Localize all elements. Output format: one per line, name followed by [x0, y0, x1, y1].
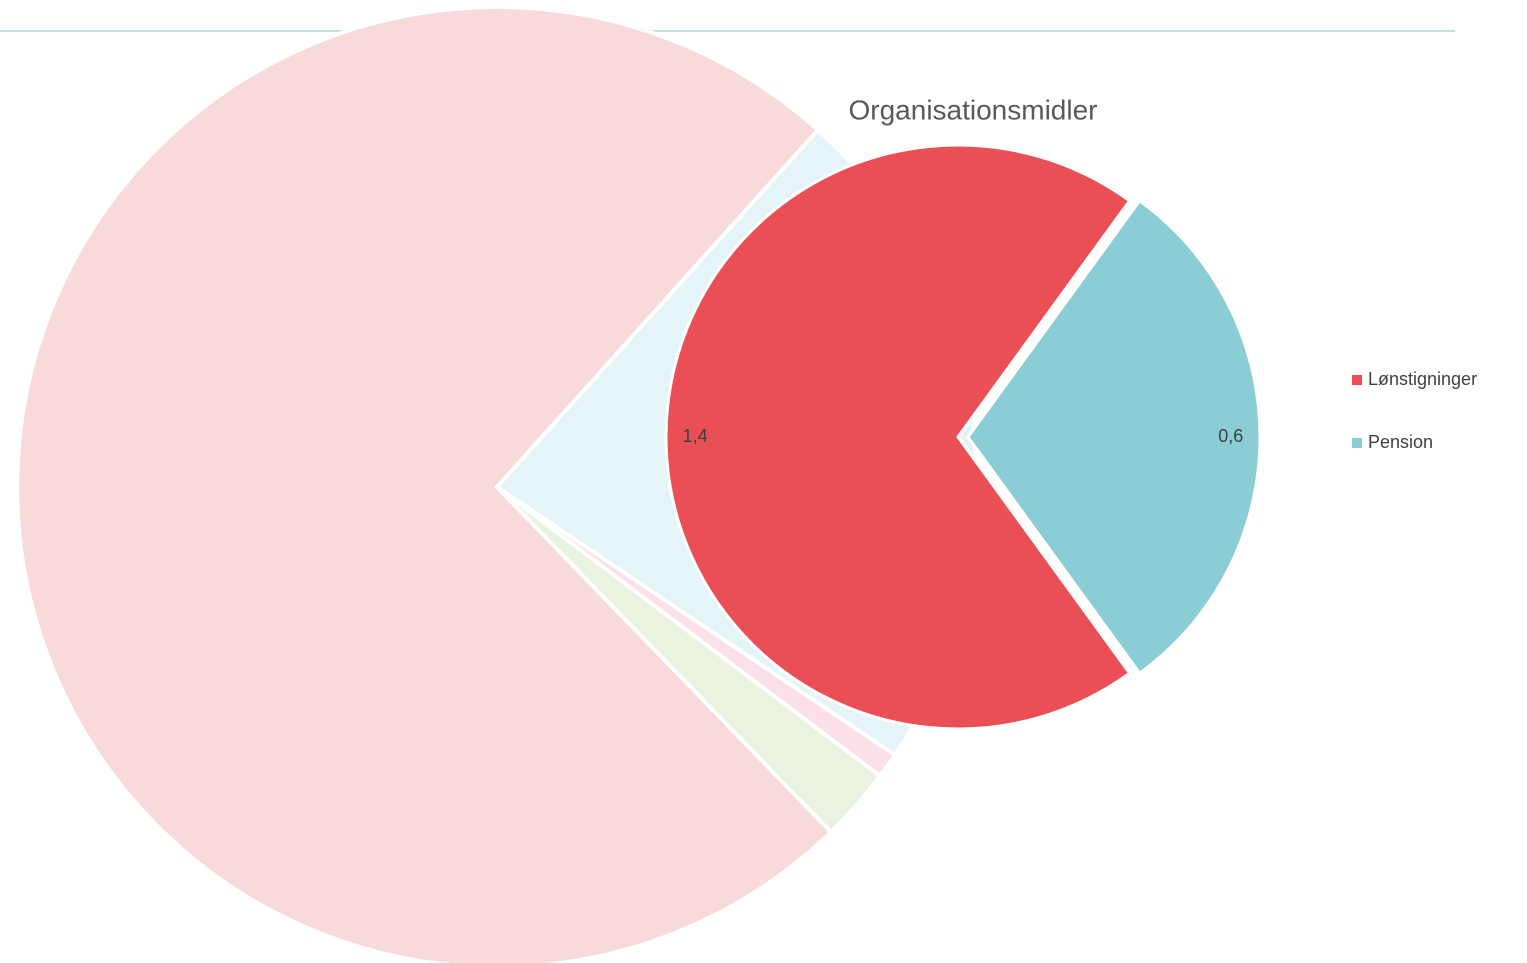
legend-swatch — [1352, 375, 1362, 385]
legend-swatch — [1352, 438, 1362, 448]
bg-slice — [495, 485, 883, 835]
chart-title: Organisationsmidler — [849, 94, 1098, 125]
legend-label: Pension — [1368, 432, 1433, 452]
pie-slice — [966, 198, 1262, 676]
pie-slice — [664, 143, 1132, 731]
bg-slice — [15, 5, 834, 963]
legend-label: Lønstigninger — [1368, 369, 1477, 389]
data-label: 1,4 — [683, 426, 708, 446]
data-label: 0,6 — [1218, 426, 1243, 446]
